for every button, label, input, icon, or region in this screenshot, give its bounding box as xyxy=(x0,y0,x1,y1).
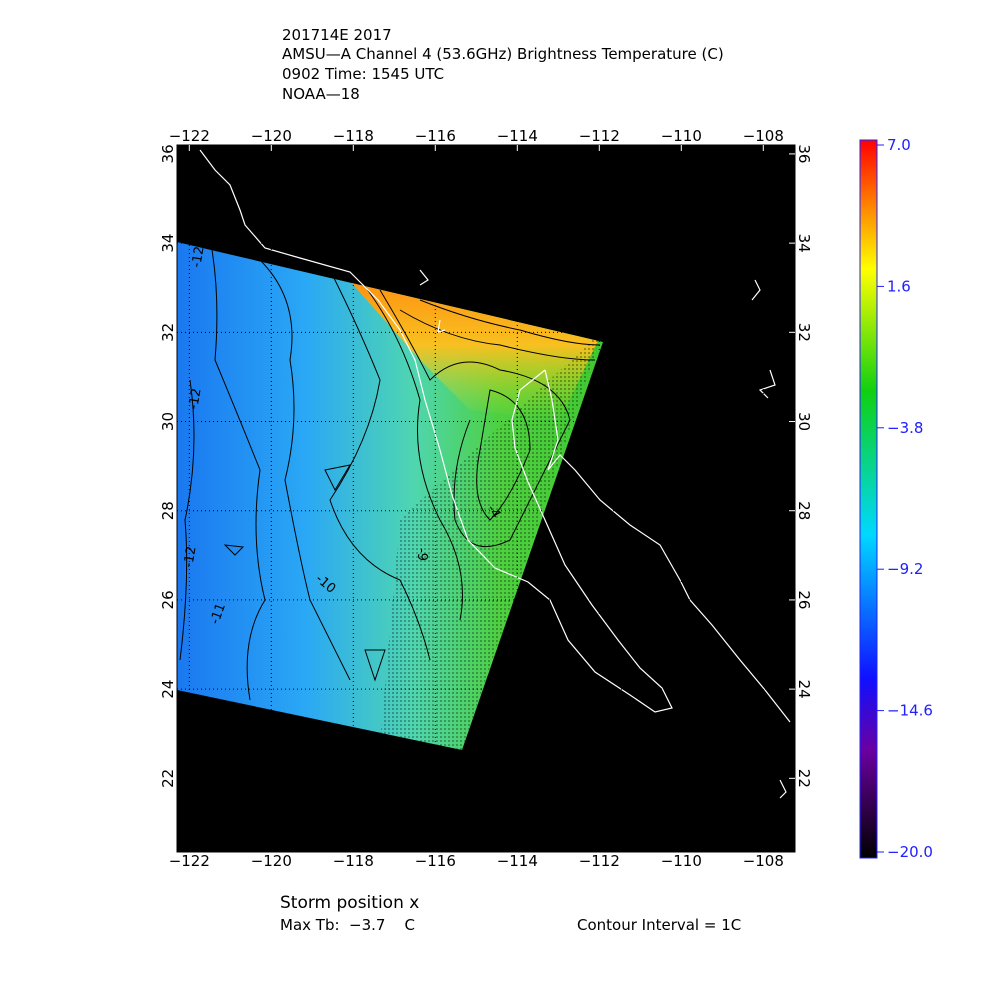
colorbar-scale xyxy=(859,139,878,859)
lon-tick-label: −120 xyxy=(251,127,292,145)
contour-interval: Contour Interval = 1C xyxy=(577,916,741,934)
lat-tick-label: 26 xyxy=(159,590,177,609)
contour-label: -12 xyxy=(181,545,199,569)
header-line: NOAA—18 xyxy=(282,85,360,103)
footer: Storm position x Max Tb: −3.7 C Contour … xyxy=(280,893,741,934)
lat-tick-label: 30 xyxy=(159,412,177,431)
graticule xyxy=(177,145,795,852)
colorbar-tick-label: −20.0 xyxy=(887,843,933,861)
lat-tick-label: 22 xyxy=(159,769,177,788)
lat-tick-label: 36 xyxy=(159,144,177,163)
lat-tick-label: 30 xyxy=(795,412,813,431)
colorbar: 7.0 1.6 −3.8 −9.2 −14.6 −20.0 xyxy=(859,136,933,861)
header-line: AMSU—A Channel 4 (53.6GHz) Brightness Te… xyxy=(282,45,724,63)
lon-tick-label: −118 xyxy=(333,127,374,145)
lon-tick-label: −118 xyxy=(333,852,374,870)
header-line: 201714E 2017 xyxy=(282,26,392,44)
lat-tick-label: 24 xyxy=(795,680,813,699)
colorbar-tick-label: −3.8 xyxy=(887,419,923,437)
lat-tick-label: 22 xyxy=(795,769,813,788)
contour-label: -11 xyxy=(208,601,229,626)
storm-position: Storm position x xyxy=(280,893,419,913)
lat-tick-label: 34 xyxy=(795,234,813,253)
lat-tick-label: 24 xyxy=(159,680,177,699)
header: 201714E 2017 AMSU—A Channel 4 (53.6GHz) … xyxy=(282,26,724,103)
lat-tick-label: 26 xyxy=(795,590,813,609)
lat-tick-label: 36 xyxy=(795,144,813,163)
lon-tick-label: −122 xyxy=(169,852,210,870)
contour-label: -9 xyxy=(414,548,429,561)
lat-tick-label: 28 xyxy=(159,501,177,520)
lon-tick-label: −112 xyxy=(579,127,620,145)
lon-tick-label: −116 xyxy=(415,852,456,870)
max-tb: Max Tb: −3.7 C xyxy=(280,916,415,934)
lon-tick-label: −110 xyxy=(661,852,702,870)
lon-tick-label: −120 xyxy=(251,852,292,870)
colorbar-tick-label: −14.6 xyxy=(887,702,933,720)
lon-tick-label: −116 xyxy=(415,127,456,145)
contour-label: -12 xyxy=(189,245,207,269)
lat-tick-label: 34 xyxy=(159,234,177,253)
lon-tick-label: −108 xyxy=(743,127,784,145)
lon-tick-label: −114 xyxy=(497,127,538,145)
lon-tick-label: −108 xyxy=(743,852,784,870)
header-line: 0902 Time: 1545 UTC xyxy=(282,65,444,83)
map-frame xyxy=(176,144,796,853)
lon-tick-label: −122 xyxy=(169,127,210,145)
contour-label: -12 xyxy=(186,387,204,411)
lon-tick-label: −110 xyxy=(661,127,702,145)
colorbar-tick-label: 1.6 xyxy=(887,277,911,295)
lat-tick-label: 32 xyxy=(159,323,177,342)
lon-tick-label: −114 xyxy=(497,852,538,870)
colorbar-tick-label: 7.0 xyxy=(887,136,911,154)
map: −122 −122 −120 −120 −118 −118 −116 −116 −114 −114… xyxy=(159,127,813,870)
lat-tick-label: 32 xyxy=(795,323,813,342)
lat-tick-label: 28 xyxy=(795,501,813,520)
lon-tick-label: −112 xyxy=(579,852,620,870)
colorbar-tick-label: −9.2 xyxy=(887,560,923,578)
